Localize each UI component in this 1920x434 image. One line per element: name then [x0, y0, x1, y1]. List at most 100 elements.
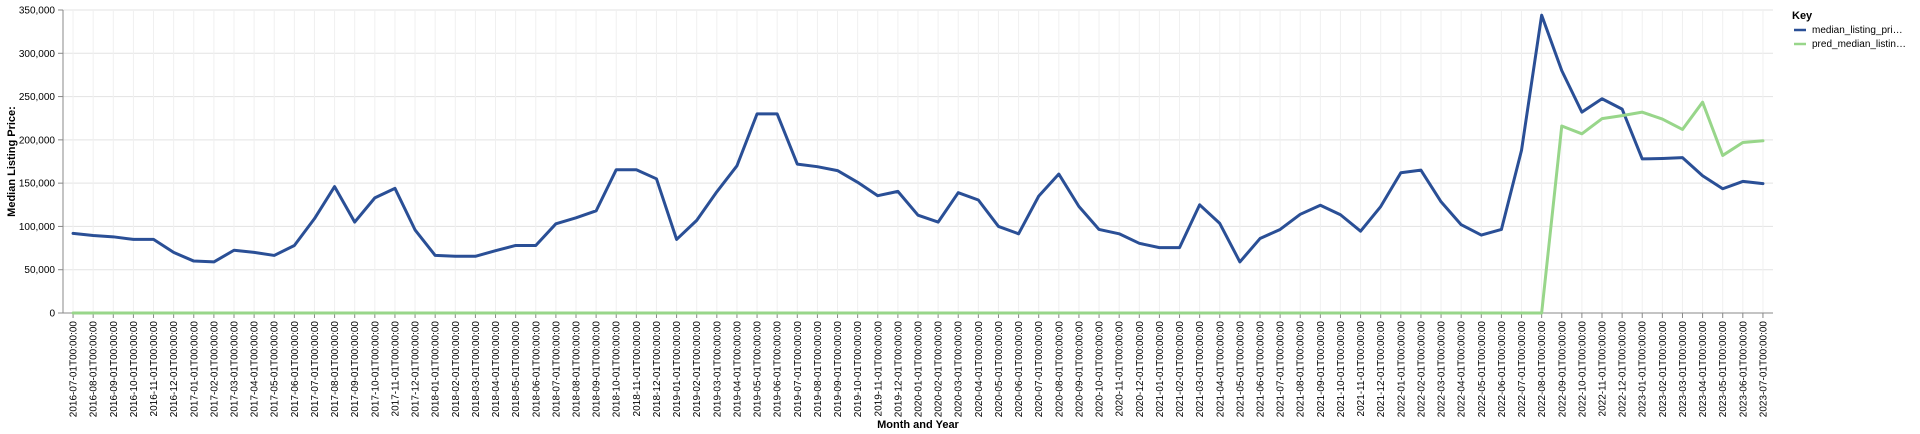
x-tick-label: 2021-10-01T00:00:00	[1336, 321, 1347, 418]
x-tick-label: 2016-12-01T00:00:00	[169, 321, 180, 418]
x-tick-label: 2016-07-01T00:00:00	[69, 321, 80, 418]
x-tick-label: 2018-06-01T00:00:00	[531, 321, 542, 418]
x-tick-label: 2022-02-01T00:00:00	[1416, 321, 1427, 418]
x-tick-label: 2016-09-01T00:00:00	[109, 321, 120, 418]
x-tick-label: 2018-12-01T00:00:00	[652, 321, 663, 418]
x-tick-label: 2018-11-01T00:00:00	[632, 321, 643, 417]
y-tick-label: 350,000	[19, 6, 56, 17]
x-tick-label: 2021-01-01T00:00:00	[1155, 321, 1166, 418]
legend-label: pred_median_listin…	[1812, 39, 1906, 50]
x-axis-title: Month and Year	[877, 419, 959, 431]
x-tick-label: 2019-06-01T00:00:00	[773, 321, 784, 418]
series-line	[71, 100, 1765, 315]
x-tick-label: 2017-10-01T00:00:00	[370, 321, 381, 418]
x-tick-label: 2018-04-01T00:00:00	[491, 321, 502, 418]
x-tick-label: 2019-02-01T00:00:00	[692, 321, 703, 418]
x-tick-label: 2020-03-01T00:00:00	[954, 321, 965, 418]
legend-items: median_listing_pri… pred_median_listin…	[1794, 25, 1906, 50]
x-tick-label: 2020-01-01T00:00:00	[914, 321, 925, 418]
y-tick-label: 100,000	[19, 222, 56, 233]
x-tick-label: 2021-04-01T00:00:00	[1215, 321, 1226, 418]
x-tick-label: 2019-04-01T00:00:00	[732, 321, 743, 418]
x-tick-label: 2020-04-01T00:00:00	[974, 321, 985, 418]
y-tick-label: 300,000	[19, 49, 56, 60]
x-tick-label: 2020-10-01T00:00:00	[1095, 321, 1106, 418]
x-tick-label: 2020-11-01T00:00:00	[1115, 321, 1126, 417]
x-tick-label: 2023-06-01T00:00:00	[1738, 321, 1749, 418]
x-tick-label: 2023-05-01T00:00:00	[1718, 321, 1729, 418]
x-tick-label: 2023-04-01T00:00:00	[1698, 321, 1709, 418]
x-tick-label: 2021-06-01T00:00:00	[1256, 321, 1267, 418]
x-tick-label: 2020-07-01T00:00:00	[1034, 321, 1045, 418]
x-tick-label: 2021-03-01T00:00:00	[1195, 321, 1206, 418]
legend-label: median_listing_pri…	[1812, 25, 1903, 36]
x-tick-label: 2022-08-01T00:00:00	[1537, 321, 1548, 418]
x-tick-label: 2021-09-01T00:00:00	[1316, 321, 1327, 418]
x-tick-label: 2021-02-01T00:00:00	[1175, 321, 1186, 418]
y-tick-labels: 0 50,000 100,000 150,000 200,000 250,000 300,0…	[19, 6, 56, 320]
x-tick-label: 2022-03-01T00:00:00	[1437, 321, 1448, 418]
x-tick-label: 2017-02-01T00:00:00	[209, 321, 220, 418]
x-tick-label: 2018-08-01T00:00:00	[572, 321, 583, 418]
y-tick-label: 0	[49, 309, 55, 320]
x-tick-label: 2019-05-01T00:00:00	[753, 321, 764, 418]
x-tick-label: 2019-01-01T00:00:00	[672, 321, 683, 418]
x-tick-label: 2022-01-01T00:00:00	[1396, 321, 1407, 418]
x-tick-label: 2019-09-01T00:00:00	[833, 321, 844, 418]
series-line	[71, 13, 1765, 264]
x-tick-label: 2020-02-01T00:00:00	[934, 321, 945, 418]
x-tick-label: 2018-02-01T00:00:00	[451, 321, 462, 418]
legend-title: Key	[1792, 10, 1813, 22]
x-tick-label: 2021-08-01T00:00:00	[1296, 321, 1307, 418]
x-tick-label: 2016-08-01T00:00:00	[89, 321, 100, 418]
y-tick-label: 150,000	[19, 179, 56, 190]
x-tick-label: 2022-06-01T00:00:00	[1497, 321, 1508, 418]
x-tick-label: 2018-05-01T00:00:00	[511, 321, 522, 418]
y-tick-label: 200,000	[19, 135, 56, 146]
y-gridlines	[63, 9, 1773, 314]
x-tick-label: 2023-03-01T00:00:00	[1678, 321, 1689, 418]
x-tick-label: 2022-04-01T00:00:00	[1457, 321, 1468, 418]
x-tick-label: 2020-09-01T00:00:00	[1074, 321, 1085, 418]
x-tick-label: 2017-05-01T00:00:00	[270, 321, 281, 418]
x-tick-label: 2016-10-01T00:00:00	[129, 321, 140, 418]
x-tick-label: 2017-08-01T00:00:00	[330, 321, 341, 418]
x-tick-label: 2017-01-01T00:00:00	[189, 321, 200, 418]
x-tick-label: 2017-06-01T00:00:00	[290, 321, 301, 418]
x-tick-label: 2020-12-01T00:00:00	[1135, 321, 1146, 418]
y-tick-label: 250,000	[19, 92, 56, 103]
x-tick-label: 2019-12-01T00:00:00	[893, 321, 904, 418]
x-tick-label: 2020-05-01T00:00:00	[994, 321, 1005, 418]
x-tick-label: 2017-07-01T00:00:00	[310, 321, 321, 418]
axes	[58, 9, 1773, 318]
x-tick-label: 2021-12-01T00:00:00	[1376, 321, 1387, 418]
x-tick-label: 2022-09-01T00:00:00	[1557, 321, 1568, 418]
x-tick-label: 2023-07-01T00:00:00	[1758, 321, 1769, 418]
x-tick-label: 2017-09-01T00:00:00	[350, 321, 361, 418]
x-tick-label: 2017-11-01T00:00:00	[390, 321, 401, 417]
x-tick-label: 2017-04-01T00:00:00	[250, 321, 261, 418]
x-tick-label: 2017-12-01T00:00:00	[411, 321, 422, 418]
x-tick-label: 2019-08-01T00:00:00	[813, 321, 824, 418]
y-axis-title: Median Listing Price:	[6, 106, 18, 217]
x-tick-label: 2020-08-01T00:00:00	[1054, 321, 1065, 418]
x-tick-label: 2018-07-01T00:00:00	[551, 321, 562, 418]
legend: Key median_listing_pri… pred_median_listi…	[1792, 10, 1906, 50]
x-tick-label: 2022-10-01T00:00:00	[1577, 321, 1588, 418]
x-tick-label: 2023-02-01T00:00:00	[1658, 321, 1669, 418]
x-tick-label: 2023-01-01T00:00:00	[1638, 321, 1649, 418]
x-tick-label: 2018-10-01T00:00:00	[612, 321, 623, 418]
x-tick-label: 2019-11-01T00:00:00	[873, 321, 884, 417]
x-tick-label: 2019-10-01T00:00:00	[853, 321, 864, 418]
x-tick-label: 2018-09-01T00:00:00	[592, 321, 603, 418]
series-lines	[71, 13, 1765, 315]
x-tick-label: 2017-03-01T00:00:00	[230, 321, 241, 418]
x-tick-label: 2022-11-01T00:00:00	[1598, 321, 1609, 417]
y-tick-label: 50,000	[24, 265, 55, 276]
x-tick-label: 2020-06-01T00:00:00	[1014, 321, 1025, 418]
x-tick-label: 2021-05-01T00:00:00	[1235, 321, 1246, 418]
x-tick-labels: 2016-07-01T00:00:00 2016-08-01T00:00:00 20…	[69, 321, 1770, 418]
x-tick-label: 2022-07-01T00:00:00	[1517, 321, 1528, 418]
x-tick-label: 2018-01-01T00:00:00	[431, 321, 442, 418]
